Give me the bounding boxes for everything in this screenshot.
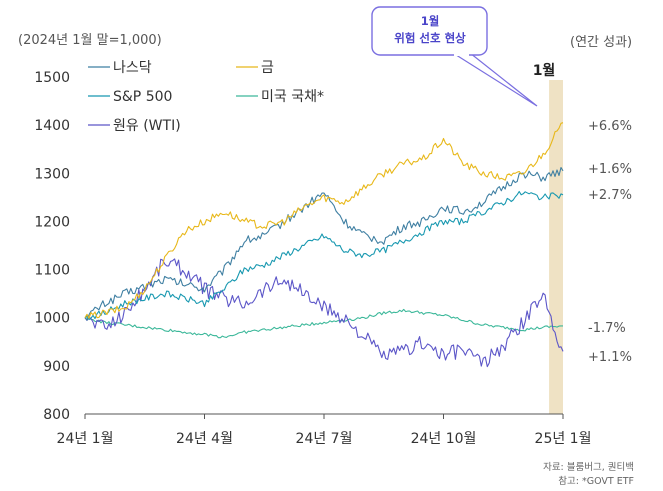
- legend-entry-0: 나스닥: [113, 60, 152, 76]
- x-tick-label: 25년 1월: [535, 431, 592, 447]
- y-tick-label: 900: [43, 359, 70, 375]
- legend-entry-1: 금: [261, 60, 274, 76]
- series-line-3: [84, 308, 563, 339]
- x-tick-label: 24년 1월: [57, 431, 114, 447]
- end-label-1: +6.6%: [588, 119, 632, 134]
- series-line-2: [84, 190, 564, 321]
- x-tick-label: 24년 4월: [176, 431, 233, 447]
- y-tick-label: 1000: [34, 311, 70, 327]
- legend-entry-2: S&P 500: [113, 89, 172, 105]
- highlight-label: 1월: [533, 62, 556, 79]
- x-tick-label: 24년 7월: [296, 431, 353, 447]
- highlight-band: [549, 80, 563, 414]
- callout-pointer: [452, 52, 538, 107]
- callout-line-1: 1월: [421, 14, 440, 28]
- x-tick-label: 24년 10월: [411, 431, 477, 447]
- y-axis: 800 900 1000 1100 1200 1300 1400 1500: [34, 70, 70, 423]
- end-label-3: -1.7%: [588, 321, 626, 336]
- legend-entry-3: 미국 국채*: [261, 89, 324, 105]
- callout: 1월 위험 선호 현상: [371, 6, 538, 107]
- end-label-2: +2.7%: [588, 188, 632, 203]
- callout-line-2: 위험 선호 현상: [394, 31, 466, 45]
- annual-performance-label: (연간 성과): [570, 35, 632, 50]
- y-tick-label: 1500: [34, 70, 70, 86]
- series-layer: [84, 122, 564, 368]
- series-line-0: [84, 166, 564, 321]
- y-tick-label: 1100: [34, 263, 70, 279]
- end-label-4: +1.1%: [588, 350, 632, 365]
- source-line-1: 자료: 블룸버그, 퀀티백: [543, 461, 634, 473]
- y-tick-label: 1400: [34, 118, 70, 134]
- x-axis: 24년 1월 24년 4월 24년 7월 24년 10월 25년 1월: [57, 413, 592, 447]
- y-tick-label: 1300: [34, 166, 70, 182]
- legend: 나스닥 금 S&P 500 미국 국채* 원유 (WTI): [88, 60, 324, 134]
- end-label-0: +1.6%: [588, 162, 632, 177]
- y-tick-label: 1200: [34, 214, 70, 230]
- source-line-2: 참고: *GOVT ETF: [558, 476, 634, 487]
- series-line-4: [84, 258, 564, 368]
- series-line-1: [84, 122, 564, 319]
- legend-entry-4: 원유 (WTI): [113, 118, 181, 134]
- unit-label: (2024년 1월 말=1,000): [18, 33, 162, 48]
- y-tick-label: 800: [43, 407, 70, 423]
- end-labels: +1.6% +6.6% +2.7% -1.7% +1.1%: [588, 119, 632, 365]
- callout-box: [371, 6, 488, 56]
